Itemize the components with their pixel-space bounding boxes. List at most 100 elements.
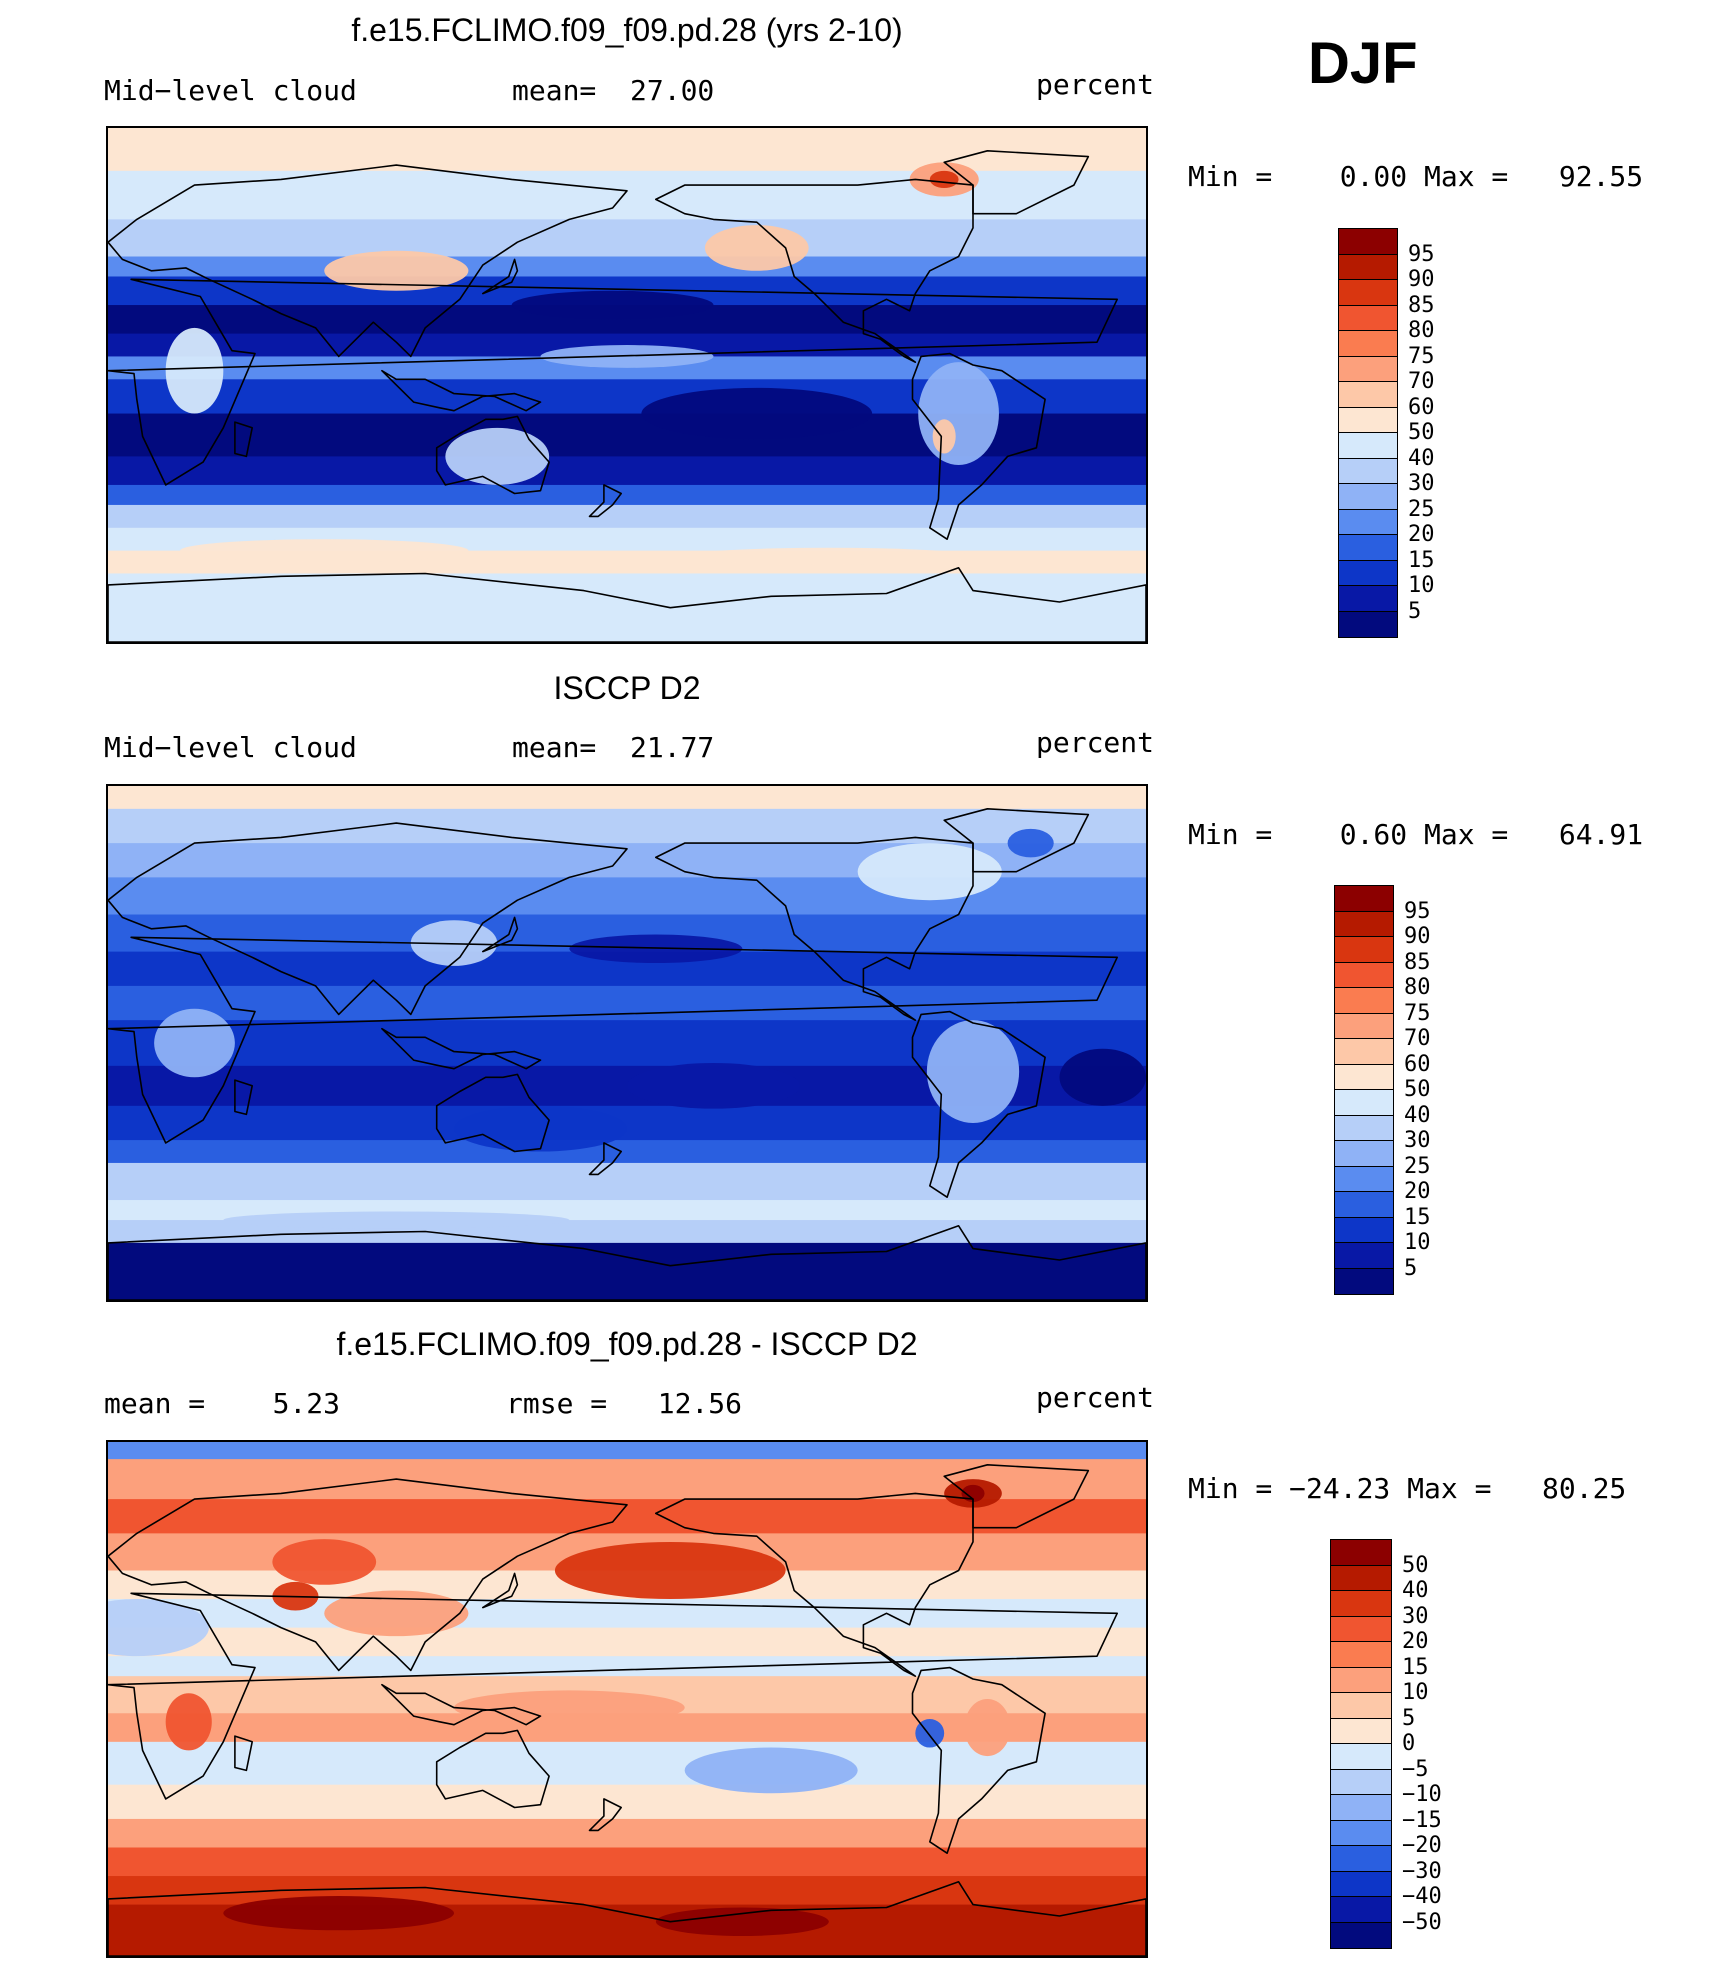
colorbar-tick-label: 75 (1408, 343, 1435, 369)
coastline (588, 484, 623, 518)
colorbar-swatch (1335, 962, 1393, 988)
colorbar-tick-label: 5 (1408, 598, 1422, 624)
contour-feature (932, 419, 956, 454)
coastline (381, 1683, 542, 1726)
contour-feature (704, 225, 809, 271)
contour-band (108, 256, 1146, 277)
map-panel-model (106, 126, 1148, 644)
colorbar-tick-label: 40 (1402, 1578, 1429, 1603)
coastline (234, 1079, 253, 1116)
contour-feature (961, 1484, 985, 1502)
panel-units-label-diff: percent (1036, 1381, 1155, 1414)
colorbar-tick-label: 95 (1408, 241, 1435, 267)
colorbar-swatch (1331, 1565, 1391, 1591)
colorbar-swatch (1331, 1718, 1391, 1744)
panel-units-label-model: percent (1036, 68, 1155, 101)
colorbar-tick-label: −10 (1402, 1782, 1442, 1807)
colorbar-tick-label: 5 (1404, 1255, 1418, 1281)
contour-band (108, 484, 1146, 506)
colorbar-tick-label: 60 (1404, 1051, 1431, 1077)
contour-band (108, 1162, 1146, 1201)
contour-feature (627, 1062, 800, 1109)
colorbar-tick-label: 0 (1402, 1731, 1416, 1756)
coastline (588, 1142, 623, 1176)
contour-feature (964, 1699, 1011, 1757)
panel-title-diff: f.e15.FCLIMO.f09_f09.pd.28 - ISCCP D2 (336, 1326, 918, 1362)
panel-left-label-diff: mean = 5.23 (104, 1387, 341, 1420)
coastline (108, 566, 1146, 642)
contour-band (108, 219, 1146, 257)
coastline (654, 1492, 974, 1677)
map-panel-obs (106, 784, 1148, 1302)
colorbar-swatch (1335, 1090, 1393, 1116)
colorbar-tick-label: 90 (1408, 267, 1435, 292)
contour-feature (445, 427, 550, 485)
colorbar-tick-label: 15 (1408, 547, 1435, 573)
contour-band (108, 786, 1146, 810)
colorbar-swatch (1339, 331, 1397, 357)
contour-feature (165, 327, 224, 414)
colorbar-swatch (1331, 1795, 1391, 1821)
coastline (911, 1010, 1046, 1199)
minmax-label-diff: Min = −24.23 Max = 80.25 (1188, 1472, 1627, 1505)
contour-feature (655, 1907, 829, 1937)
coastline (481, 258, 519, 295)
contour-feature (108, 1599, 209, 1657)
colorbar-tick-label: 30 (1408, 471, 1435, 496)
contour-band (108, 504, 1146, 529)
coastline (108, 822, 628, 1016)
coastline (234, 1735, 253, 1772)
contour-band (108, 356, 1146, 380)
colorbar-swatch (1331, 1540, 1391, 1566)
colorbar-swatch (1335, 1064, 1393, 1090)
contour-feature (223, 1896, 454, 1931)
colorbar-swatch (1335, 1192, 1393, 1218)
contour-band (108, 1784, 1146, 1820)
contour-band (108, 573, 1146, 642)
colorbar-obs (1334, 885, 1394, 1295)
coastline (481, 1572, 519, 1609)
colorbar-tick-label: 70 (1408, 369, 1435, 394)
colorbar-tick-label: 10 (1402, 1680, 1429, 1705)
contour-feature (454, 1105, 627, 1152)
contour-band (108, 1242, 1146, 1300)
colorbar-tick-label: 20 (1404, 1179, 1431, 1204)
panel-units-label-obs: percent (1036, 726, 1155, 759)
map-field-model (108, 128, 1146, 642)
colorbar-model (1338, 228, 1398, 638)
coastline (435, 1073, 550, 1153)
panel-center-label-obs: mean= 21.77 (512, 731, 715, 764)
coastline (435, 415, 550, 495)
colorbar-swatch (1339, 280, 1397, 306)
colorbar-swatch (1339, 433, 1397, 459)
colorbar-swatch (1331, 1769, 1391, 1795)
colorbar-swatch (1335, 1268, 1393, 1294)
coastline (108, 1880, 1146, 1956)
colorbar-tick-label: 15 (1402, 1654, 1429, 1680)
colorbar-tick-label: 80 (1408, 318, 1435, 343)
colorbar-tick-label: 95 (1404, 898, 1431, 924)
contour-feature (684, 1747, 858, 1794)
coastline (234, 421, 253, 458)
coastline (108, 278, 1119, 486)
colorbar-swatch (1339, 458, 1397, 484)
colorbar-tick-label: 10 (1408, 573, 1435, 598)
colorbar-tick-label: 25 (1404, 1153, 1431, 1179)
colorbar-swatch (1335, 1166, 1393, 1192)
map-field-diff (108, 1442, 1146, 1956)
season-label: DJF (1308, 31, 1418, 96)
colorbar-swatch (1331, 1846, 1391, 1872)
colorbar-swatch (1335, 937, 1393, 963)
colorbar-tick-label: 25 (1408, 496, 1435, 522)
colorbar-swatch (1339, 484, 1397, 510)
colorbar-swatch (1339, 535, 1397, 561)
coastline (654, 836, 974, 1021)
coastline (943, 149, 1090, 215)
colorbar-tick-label: 15 (1404, 1204, 1431, 1230)
colorbar-swatch (1335, 1013, 1393, 1039)
colorbar-tick-label: 75 (1404, 1000, 1431, 1026)
colorbar-swatch (1331, 1616, 1391, 1642)
colorbar-tick-label: 90 (1404, 924, 1431, 949)
contour-band (108, 128, 1146, 172)
colorbar-swatch (1339, 407, 1397, 433)
